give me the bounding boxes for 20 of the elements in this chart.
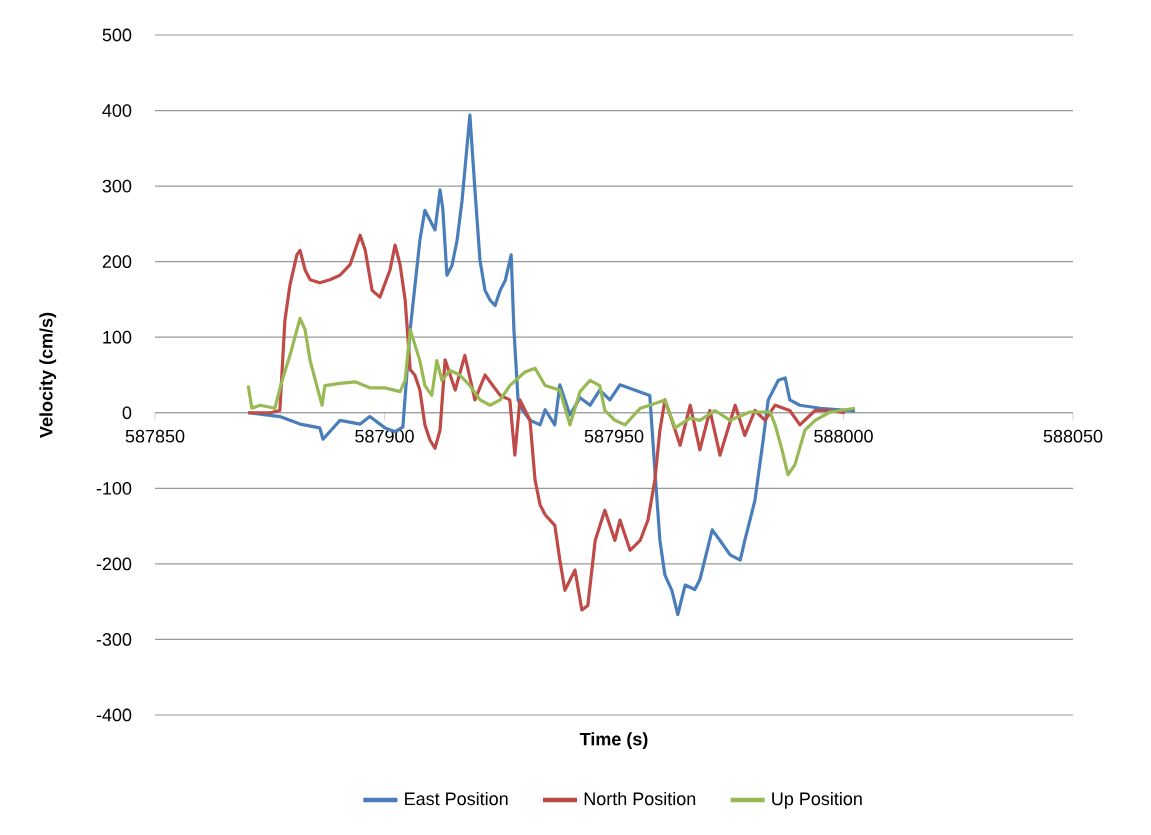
y-tick-label: -400 xyxy=(96,708,132,722)
x-axis-title: Time (s) xyxy=(579,732,648,750)
y-tick-label: -100 xyxy=(96,481,132,495)
x-tick-label: 587850 xyxy=(125,429,185,443)
x-tick-label: 587950 xyxy=(584,429,644,443)
y-tick-label: 0 xyxy=(122,406,132,420)
y-tick-label: 100 xyxy=(103,330,132,344)
legend-label: East Position xyxy=(405,791,508,806)
legend-label: North Position xyxy=(584,791,696,806)
x-tick-label: 587900 xyxy=(355,429,414,443)
legend-label: Up Position xyxy=(772,791,862,809)
y-tick-label: 200 xyxy=(102,255,132,269)
x-tick-label: 588050 xyxy=(1043,429,1103,443)
y-tick-label: 500 xyxy=(102,28,132,42)
y-tick-label: -200 xyxy=(96,557,132,571)
y-axis-title: Velocity (cm/s) xyxy=(39,312,57,438)
y-tick-label: 300 xyxy=(102,179,132,193)
y-tick-label: 400 xyxy=(102,104,132,117)
y-tick-label: -300 xyxy=(96,633,132,646)
x-tick-label: 588000 xyxy=(814,429,873,443)
